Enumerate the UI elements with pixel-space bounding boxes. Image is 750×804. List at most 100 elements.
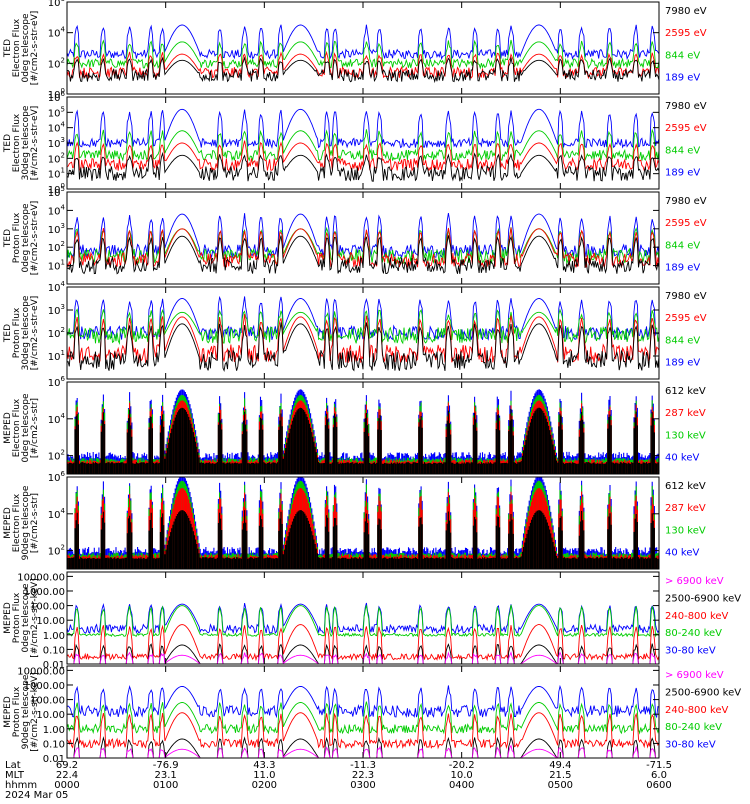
legend-entry: 844 eV bbox=[665, 50, 700, 61]
y-tick-label: 102 bbox=[48, 240, 65, 254]
y-tick-label: 104 bbox=[48, 280, 66, 294]
legend-entry: 189 eV bbox=[665, 168, 700, 179]
tick-mlt: 23.1 bbox=[155, 770, 177, 781]
tick-lat: 49.4 bbox=[549, 760, 571, 771]
tick-lat: -71.5 bbox=[646, 760, 672, 771]
panel-7-series-group bbox=[67, 602, 659, 664]
legend-entry: 30-80 keV bbox=[665, 740, 716, 751]
y-tick-label: 102 bbox=[48, 544, 65, 558]
series-line-2595-ev bbox=[67, 140, 659, 173]
y-tick-label: 100 bbox=[48, 87, 65, 101]
y-tick-label: 102 bbox=[48, 151, 65, 165]
time-axis-row-label: 2024 Mar 05 bbox=[5, 790, 68, 800]
y-tick-label: 10.00 bbox=[36, 616, 65, 627]
panel-frame bbox=[66, 571, 660, 665]
y-axis-label: [#/cm2-s-str-eV] bbox=[30, 296, 40, 371]
y-tick-label: 104 bbox=[48, 26, 66, 40]
y-axis-label: Proton Flux bbox=[12, 212, 22, 263]
y-axis-label: Electron Flux bbox=[12, 398, 22, 457]
y-axis-label: Proton Flux bbox=[12, 307, 22, 358]
series-line-240-800-kev bbox=[67, 712, 659, 750]
y-tick-label: 1.00 bbox=[43, 725, 65, 736]
y-tick-label: 104 bbox=[48, 412, 66, 426]
legend-entry: 80-240 keV bbox=[665, 628, 722, 639]
y-axis-label: TED bbox=[3, 229, 13, 248]
y-axis-label: Electron Flux bbox=[12, 113, 22, 172]
series-line-30-80-kev bbox=[67, 684, 659, 719]
y-tick-label: 104 bbox=[48, 121, 66, 135]
y-axis-label: 0deg telescope bbox=[21, 583, 31, 653]
y-axis-label: [#/cm2-s-str-eV] bbox=[30, 201, 40, 276]
series-line-80-240-kev bbox=[67, 701, 659, 735]
series-line-130-kev bbox=[67, 480, 659, 569]
y-tick-label: 103 bbox=[48, 303, 65, 317]
series-line-189-ev bbox=[67, 24, 659, 61]
panel-7: 0.01 0.10 1.00 10.00 100.00 1000.00 10000.00 ME… bbox=[3, 571, 741, 671]
y-tick-label: 105 bbox=[48, 185, 65, 199]
y-axis-label: TED bbox=[3, 324, 13, 343]
tick-mlt: 21.5 bbox=[549, 770, 571, 781]
y-axis-label: Proton Flux bbox=[12, 592, 22, 643]
y-axis-label: 30deg telescope bbox=[21, 295, 31, 370]
legend-entry: 7980 eV bbox=[665, 196, 707, 207]
y-axis-label: TED bbox=[3, 134, 13, 153]
series-line-7980-ev bbox=[67, 151, 659, 182]
tick-mlt: 10.0 bbox=[451, 770, 473, 781]
y-tick-label: 102 bbox=[48, 56, 65, 70]
y-tick-label: 10000.00 bbox=[17, 572, 65, 583]
y-tick-label: 101 bbox=[48, 349, 65, 363]
y-tick-label: 106 bbox=[48, 470, 66, 484]
legend-entry: > 6900 keV bbox=[665, 670, 724, 681]
legend-entry: 2595 eV bbox=[665, 28, 707, 39]
y-axis-label: [#/cm2-s-str-keV] bbox=[30, 578, 40, 657]
legend-entry: 2595 eV bbox=[665, 218, 707, 229]
panel-4: 101 102 103 104 TED Proton Flux 30deg telescop… bbox=[3, 280, 707, 380]
tick-hhmm: 0000 bbox=[54, 780, 79, 791]
y-tick-label: 101 bbox=[48, 167, 65, 181]
y-tick-label: 10.00 bbox=[36, 710, 65, 721]
y-tick-label: 102 bbox=[48, 449, 65, 463]
y-tick-label: 106 bbox=[48, 375, 66, 389]
tick-hhmm: 0300 bbox=[350, 780, 375, 791]
y-tick-label: 104 bbox=[48, 507, 66, 521]
legend-entry: 287 keV bbox=[665, 408, 706, 419]
y-tick-label: 104 bbox=[48, 203, 66, 217]
legend-entry: 189 eV bbox=[665, 73, 700, 84]
tick-hhmm: 0200 bbox=[252, 780, 277, 791]
y-tick-label: 100.00 bbox=[30, 602, 65, 613]
series-line-189-ev bbox=[67, 295, 659, 342]
y-tick-label: 10000.00 bbox=[17, 666, 65, 677]
legend-entry: 612 keV bbox=[665, 481, 706, 492]
legend-entry: 189 eV bbox=[665, 358, 700, 369]
y-axis-label: Proton Flux bbox=[12, 686, 22, 737]
legend-entry: 2595 eV bbox=[665, 313, 707, 324]
y-tick-label: 0.01 bbox=[43, 660, 65, 671]
series-line-612-kev bbox=[67, 407, 659, 474]
tick-lat: 43.3 bbox=[253, 760, 275, 771]
y-axis-label: 30deg telescope bbox=[21, 105, 31, 180]
legend-entry: 240-800 keV bbox=[665, 611, 729, 622]
y-axis-label: MEPED bbox=[3, 507, 13, 539]
legend-entry: 844 eV bbox=[665, 335, 700, 346]
panel-3-series-group bbox=[67, 213, 659, 275]
y-tick-label: 0.10 bbox=[43, 739, 65, 750]
y-tick-label: 1.00 bbox=[43, 631, 65, 642]
y-tick-label: 100.00 bbox=[30, 696, 65, 707]
legend-entry: > 6900 keV bbox=[665, 576, 724, 587]
legend-entry: 612 keV bbox=[665, 386, 706, 397]
legend-entry: 40 keV bbox=[665, 453, 699, 464]
time-axis-row-label: MLT bbox=[5, 770, 25, 781]
y-axis-label: 0deg telescope bbox=[21, 203, 31, 273]
legend-entry: 7980 eV bbox=[665, 291, 707, 302]
y-axis-label: 90deg telescope bbox=[21, 674, 31, 749]
panel-5: 102 104 106 MEPED Electron Flux 0deg telescop… bbox=[3, 375, 706, 475]
series-line-7980-ev bbox=[67, 322, 659, 373]
tick-lat: 69.2 bbox=[56, 760, 78, 771]
legend-entry: 2595 eV bbox=[665, 123, 707, 134]
panel-4-series-group bbox=[67, 295, 659, 373]
series-line-7980-ev bbox=[67, 235, 659, 275]
tick-hhmm: 0600 bbox=[646, 780, 671, 791]
series-line-189-ev bbox=[67, 108, 659, 150]
y-tick-label: 100 bbox=[48, 182, 65, 196]
tick-hhmm: 0400 bbox=[449, 780, 474, 791]
